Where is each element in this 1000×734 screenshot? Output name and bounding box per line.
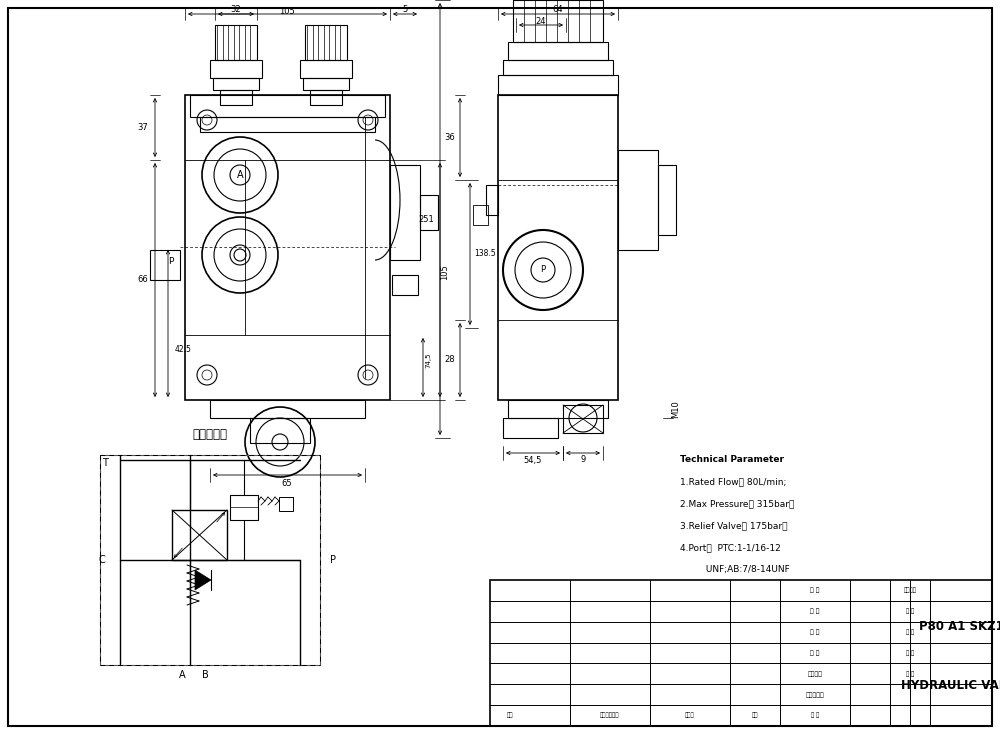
Text: P: P [330,555,336,565]
Bar [210,60,262,78]
Text: 54,5: 54,5 [524,456,542,465]
Text: 5: 5 [402,5,408,15]
Text: 74,5: 74,5 [425,352,431,368]
Bar [503,60,613,75]
Text: 32: 32 [231,5,241,15]
Bar [490,580,992,726]
Text: 1.Rated Flow： 80L/min;: 1.Rated Flow： 80L/min; [680,477,786,486]
Text: 37: 37 [137,123,148,131]
Bar [390,165,420,260]
Text: 66: 66 [137,275,148,285]
Text: 设 计: 设 计 [810,588,820,593]
Bar [508,42,608,60]
Bar [305,25,347,60]
Bar [392,275,418,295]
Text: 251: 251 [418,214,434,223]
Text: 更改内容概要: 更改内容概要 [600,713,620,719]
Text: 28: 28 [444,355,455,365]
Bar [230,495,258,520]
Text: 4.Port：  PTC:1-1/16-12: 4.Port： PTC:1-1/16-12 [680,543,781,552]
Text: 日期: 日期 [752,713,758,719]
Text: 36: 36 [444,133,455,142]
Bar [563,405,603,433]
Text: 105: 105 [279,7,295,16]
Bar [185,95,390,400]
Bar [486,185,498,215]
Bar [220,90,252,105]
Bar [498,75,618,95]
Text: 9: 9 [580,456,586,465]
Bar [190,95,385,117]
Text: P: P [168,258,174,266]
Bar [300,60,352,78]
Text: 64: 64 [553,5,563,15]
Text: 标准化检查: 标准化检查 [806,692,824,697]
Bar [473,205,488,225]
Text: 42.5: 42.5 [175,346,192,355]
Text: A: A [179,670,185,680]
Bar [310,90,342,105]
Bar [513,0,603,42]
Text: C: C [98,555,105,565]
Bar [658,165,676,235]
Bar [503,418,558,438]
Text: 105: 105 [440,264,450,280]
Bar [210,400,365,418]
Text: 张 数: 张 数 [906,671,914,677]
Text: 图样标记: 图样标记 [904,588,916,593]
Bar [303,78,349,90]
Bar [618,150,658,250]
Text: T: T [102,458,108,468]
Bar [150,250,180,280]
Text: 138.5: 138.5 [474,250,496,258]
Text: UNF;AB:7/8-14UNF: UNF;AB:7/8-14UNF [680,565,790,574]
Text: 制 图: 制 图 [810,608,820,614]
Text: 标记: 标记 [507,713,513,719]
Text: 重 量: 重 量 [906,608,914,614]
Text: 描 图: 描 图 [810,629,820,635]
Bar [100,455,320,665]
Text: P80 A1 SKZ1: P80 A1 SKZ1 [919,620,1000,633]
Bar [279,497,293,511]
Text: M10: M10 [672,400,680,418]
Text: 更改人: 更改人 [685,713,695,719]
Text: B: B [202,670,208,680]
Text: P: P [540,266,546,275]
Bar [215,25,257,60]
Bar [508,400,608,418]
Text: Technical Parameter: Technical Parameter [680,455,784,464]
Text: 2.Max Pressure： 315bar，: 2.Max Pressure： 315bar， [680,499,794,508]
Text: 共 计: 共 计 [906,650,914,655]
Bar [172,510,227,560]
Polygon shape [195,570,211,590]
Text: 24: 24 [536,18,546,26]
Text: 3.Relief Valve： 175bar；: 3.Relief Valve： 175bar； [680,521,788,530]
Text: 65: 65 [282,479,292,487]
Text: 液压原理图: 液压原理图 [192,429,228,441]
Text: 审 核: 审 核 [811,713,819,719]
Text: HYDRAULIC VALVE: HYDRAULIC VALVE [901,679,1000,691]
Text: 比 例: 比 例 [906,629,914,635]
Text: A: A [237,170,243,180]
Bar [250,418,310,443]
Text: 工艺检查: 工艺检查 [808,671,822,677]
Bar [420,195,438,230]
Bar [213,78,259,90]
Bar [498,95,618,400]
Bar [200,117,375,132]
Text: 校 对: 校 对 [810,650,820,655]
